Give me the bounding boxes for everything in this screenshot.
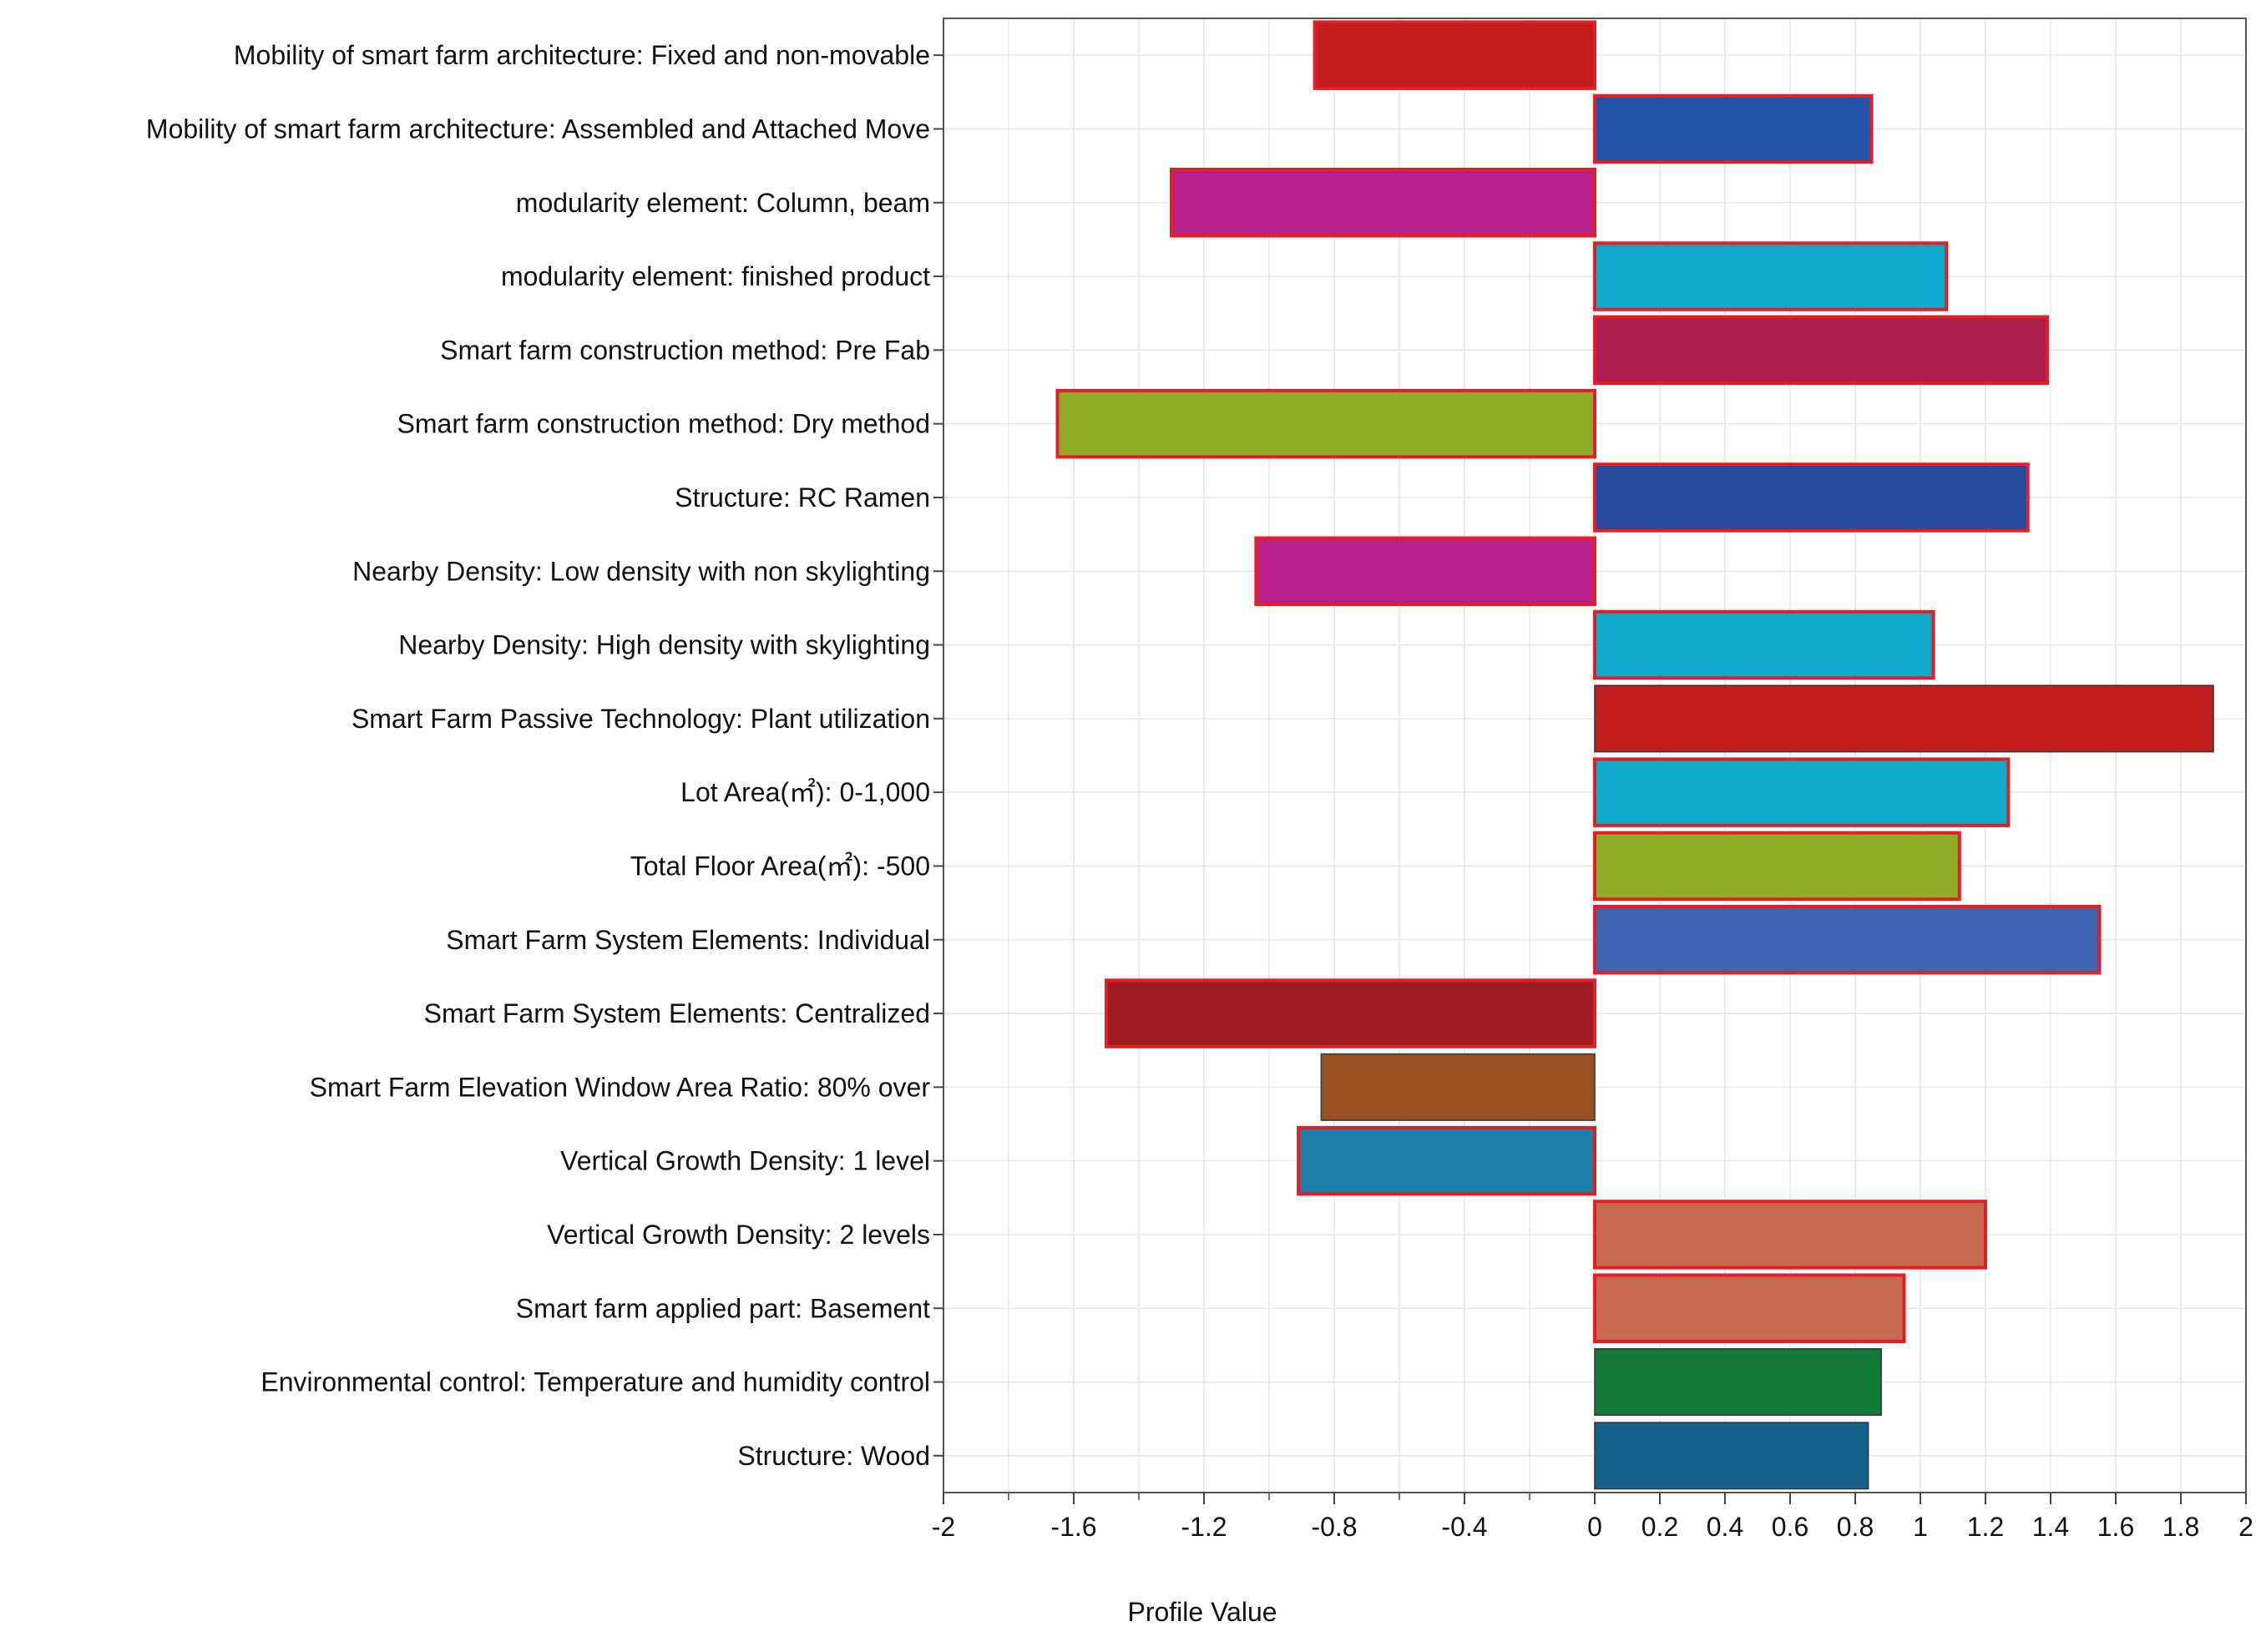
x-tick-label: -2 xyxy=(932,1512,955,1542)
x-tick-label: 1 xyxy=(1913,1512,1928,1542)
bar xyxy=(1593,93,1874,164)
category-label: Smart Farm System Elements: Individual xyxy=(446,925,930,955)
bars-layer xyxy=(1055,20,2214,1490)
bar xyxy=(1320,1053,1596,1121)
x-tick-label: -1.2 xyxy=(1181,1512,1227,1542)
category-label: Smart Farm System Elements: Centralized xyxy=(424,998,930,1028)
bar xyxy=(1105,978,1596,1048)
category-label: Vertical Growth Density: 2 levels xyxy=(547,1220,930,1250)
x-tick-label: 0.2 xyxy=(1641,1512,1678,1542)
category-label: Vertical Growth Density: 1 level xyxy=(560,1146,930,1176)
category-label: Nearby Density: Low density with non sky… xyxy=(352,556,930,586)
bar xyxy=(1594,1348,1882,1417)
bar xyxy=(1593,831,1961,902)
category-label: Smart Farm Elevation Window Area Ratio: … xyxy=(310,1072,931,1102)
category-label: Smart farm applied part: Basement xyxy=(516,1293,930,1323)
x-tick-label: 1.4 xyxy=(2032,1512,2069,1542)
x-tick-label: 0.6 xyxy=(1772,1512,1808,1542)
category-label: Structure: Wood xyxy=(737,1441,930,1471)
x-tick-label: 0.8 xyxy=(1837,1512,1874,1542)
bar xyxy=(1593,1200,1987,1270)
x-tick-label: -0.8 xyxy=(1311,1512,1357,1542)
bar xyxy=(1055,388,1596,459)
bar xyxy=(1593,1273,1906,1343)
bar xyxy=(1593,241,1949,311)
category-labels: Mobility of smart farm architecture: Fix… xyxy=(146,40,930,1471)
x-axis-title: Profile Value xyxy=(1127,1597,1277,1627)
category-label: Lot Area(㎡): 0-1,000 xyxy=(680,777,930,807)
x-tick-label: 1.2 xyxy=(1967,1512,2004,1542)
category-label: Mobility of smart farm architecture: Ass… xyxy=(146,114,930,144)
category-label: Structure: RC Ramen xyxy=(675,482,930,513)
category-label: Environmental control: Temperature and h… xyxy=(261,1367,930,1397)
category-label: modularity element: finished product xyxy=(501,261,930,291)
x-tick-label: 0.4 xyxy=(1707,1512,1743,1542)
bar xyxy=(1594,685,2214,753)
bar xyxy=(1593,315,2050,386)
bar xyxy=(1313,20,1596,90)
x-tick-label: 1.6 xyxy=(2097,1512,2134,1542)
x-tick-label: 0 xyxy=(1587,1512,1602,1542)
bar xyxy=(1593,609,1935,680)
category-label: Smart farm construction method: Dry meth… xyxy=(397,409,930,439)
x-tick-label: -0.4 xyxy=(1441,1512,1487,1542)
x-tick-label: 1.8 xyxy=(2162,1512,2199,1542)
bar xyxy=(1170,168,1596,238)
bar xyxy=(1254,536,1597,606)
x-tick-label: -1.6 xyxy=(1050,1512,1096,1542)
tick-labels: -2 -1.6 -1.2 -0.8 -0.4 0 0.2 0.4 0.6 0.8 1 1.2 1.4 1.… xyxy=(932,1512,2253,1542)
category-label: Smart Farm Passive Technology: Plant uti… xyxy=(352,704,930,734)
bar xyxy=(1594,1422,1869,1490)
bar xyxy=(1593,757,2011,827)
axes-layer xyxy=(933,18,2247,1504)
bar xyxy=(1593,905,2102,975)
category-label: Nearby Density: High density with skylig… xyxy=(398,630,930,660)
category-label: Total Floor Area(㎡): -500 xyxy=(630,851,930,881)
category-label: Smart farm construction method: Pre Fab xyxy=(440,335,930,365)
x-tick-label: 2 xyxy=(2238,1512,2253,1542)
bar xyxy=(1297,1125,1596,1196)
category-label: modularity element: Column, beam xyxy=(516,188,930,218)
category-label: Mobility of smart farm architecture: Fix… xyxy=(234,40,930,70)
grid-layer xyxy=(943,18,2247,1493)
bar xyxy=(1593,462,2030,533)
